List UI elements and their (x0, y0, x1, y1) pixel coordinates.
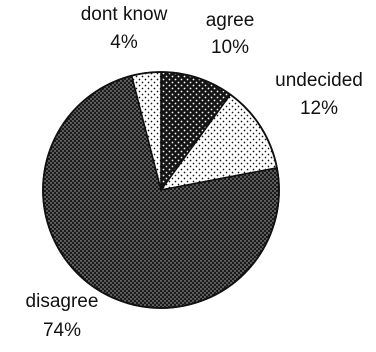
slice-label-disagree: disagree (26, 291, 99, 312)
slice-percent-disagree: 74% (43, 320, 81, 341)
pie-labels: agree 10% undecided 12% disagree 74% dont know… (26, 4, 363, 341)
pie-slices (42, 71, 280, 309)
pie-outline (42, 71, 280, 309)
slice-percent-dont-know: 4% (110, 32, 138, 53)
slice-label-dont-know: dont know (81, 4, 168, 25)
slice-label-undecided: undecided (275, 70, 363, 91)
slice-label-agree: agree (206, 10, 255, 31)
slice-percent-undecided: 12% (300, 98, 338, 119)
slice-percent-agree: 10% (211, 37, 249, 58)
